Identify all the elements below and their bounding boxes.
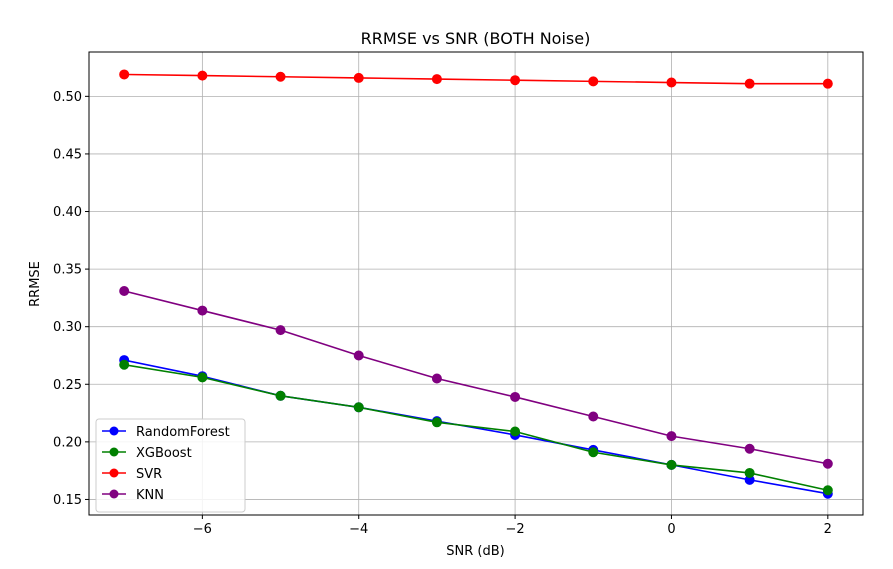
data-point [588, 76, 599, 87]
legend-item: KNN [102, 488, 164, 503]
legend-item: XGBoost [102, 446, 192, 461]
data-point [822, 458, 833, 469]
series-layer [119, 69, 833, 499]
data-point [588, 411, 599, 422]
y-axis-label: RRMSE [28, 261, 43, 307]
y-tick-label: 0.25 [53, 378, 82, 393]
legend-label: SVR [136, 467, 162, 482]
data-point [744, 467, 755, 478]
data-point [431, 417, 442, 428]
data-point [431, 373, 442, 384]
x-tick-label: 0 [667, 522, 675, 537]
data-point [510, 391, 521, 402]
data-point [822, 78, 833, 89]
axes: −6 −4 −2 0 2 0.15 0.20 0.25 0.30 0.35 0.40 0.45 0.50 [53, 51, 864, 537]
y-tick-label: 0.20 [53, 435, 82, 450]
data-point [822, 485, 833, 496]
legend-marker [109, 468, 119, 478]
legend-label: XGBoost [136, 446, 192, 461]
x-tick-label: −6 [193, 522, 212, 537]
data-point [197, 372, 208, 383]
legend-label: KNN [136, 488, 164, 503]
plot-frame [88, 51, 864, 516]
data-point [588, 447, 599, 458]
data-point [353, 402, 364, 413]
x-tick-label: 2 [824, 522, 832, 537]
grid [89, 52, 863, 515]
data-point [510, 426, 521, 437]
x-tick-label: −4 [349, 522, 368, 537]
y-tick-label: 0.35 [53, 263, 82, 278]
data-point [510, 75, 521, 86]
data-point [119, 285, 130, 296]
data-point [275, 71, 286, 82]
series-line [124, 363, 828, 492]
data-point [197, 70, 208, 81]
series-line [124, 73, 828, 85]
legend-item: RandomForest [102, 425, 230, 440]
series-svr [119, 69, 833, 89]
series-xgboost [119, 359, 833, 496]
series-line [123, 290, 828, 465]
data-point [275, 390, 286, 401]
legend: RandomForest XGBoost SVR KNN [95, 418, 246, 513]
legend-label: RandomForest [136, 425, 230, 440]
data-point [275, 325, 286, 336]
data-point [744, 78, 755, 89]
y-tick-label: 0.40 [53, 205, 82, 220]
data-point [119, 69, 130, 80]
data-point [666, 431, 677, 442]
series-knn [119, 285, 833, 469]
legend-marker [109, 447, 119, 457]
x-axis-label: SNR (dB) [446, 544, 504, 559]
y-tick-label: 0.50 [53, 90, 82, 105]
legend-item: SVR [102, 467, 162, 482]
data-point [353, 72, 364, 83]
legend-box [95, 418, 246, 513]
x-tick-label: −2 [506, 522, 525, 537]
y-tick-label: 0.30 [53, 320, 82, 335]
y-tick-label: 0.45 [53, 147, 82, 162]
data-point [119, 359, 130, 370]
data-point [197, 305, 208, 316]
chart-title: RRMSE vs SNR (BOTH Noise) [361, 29, 591, 48]
legend-marker [109, 489, 119, 499]
y-tick-label: 0.15 [53, 493, 82, 508]
data-point [744, 443, 755, 454]
data-point [353, 350, 364, 361]
legend-marker [109, 426, 119, 436]
data-point [666, 77, 677, 88]
data-point [431, 74, 442, 85]
data-point [666, 459, 677, 470]
